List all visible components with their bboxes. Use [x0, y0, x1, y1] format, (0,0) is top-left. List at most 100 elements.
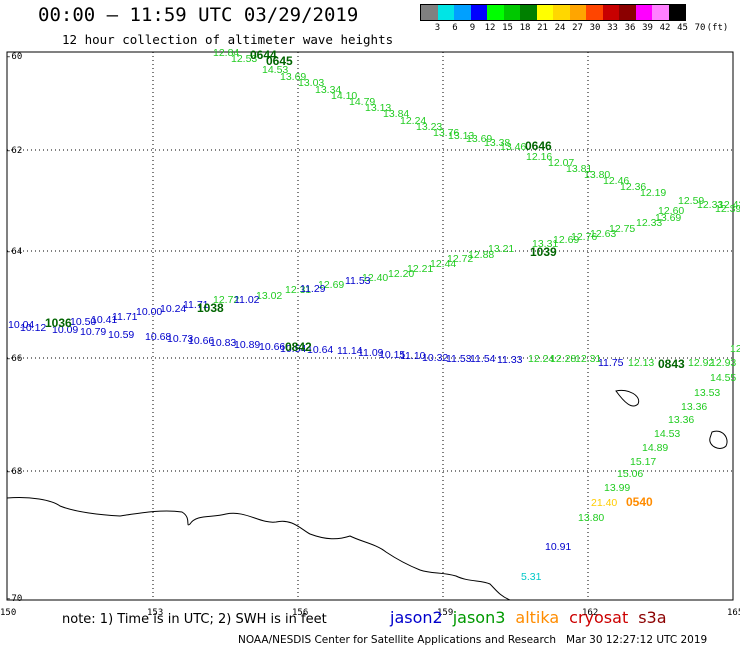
- wave-height-label: 21.40: [591, 497, 617, 509]
- wave-height-label: 13.84: [383, 108, 409, 120]
- wave-height-label: 12.33: [730, 343, 740, 355]
- wave-height-label: 12.07: [548, 157, 574, 169]
- wave-height-label: 11.29: [300, 283, 326, 295]
- wave-height-label: 12.16: [526, 151, 552, 163]
- wave-height-label: 13.80: [584, 169, 610, 181]
- wave-height-label: 13.02: [256, 290, 282, 302]
- lat-tick-label: -64: [6, 247, 22, 257]
- wave-height-label: 11.33: [497, 354, 523, 366]
- wave-height-label: 12.53: [231, 53, 257, 65]
- wave-height-label: 10.41: [91, 314, 117, 326]
- wave-height-label: 12.24: [528, 353, 554, 365]
- wave-height-label: 12.75: [609, 223, 635, 235]
- wave-height-label: 14.89: [642, 442, 668, 454]
- wave-height-label: 13.76: [433, 127, 459, 139]
- wave-height-label: 10.50: [70, 316, 96, 328]
- legend-swatch: [437, 5, 454, 20]
- legend-label: 36: [624, 23, 636, 33]
- lon-tick-label: 159: [437, 608, 453, 618]
- legend-swatch: [602, 5, 619, 20]
- wave-height-label: 12.69: [318, 279, 344, 291]
- legend-label: 3: [434, 23, 441, 33]
- legend-swatch: [470, 5, 487, 20]
- map-frame: [6, 51, 734, 601]
- graticule: [7, 52, 733, 600]
- wave-height-label: 10.73: [167, 333, 193, 345]
- lat-tick-label: -62: [6, 146, 22, 156]
- wave-height-label: 12.84: [213, 47, 239, 59]
- legend-swatch: [553, 5, 570, 20]
- wave-height-label: 12.59: [678, 195, 704, 207]
- lat-tick-label: -66: [6, 354, 22, 364]
- legend-label: 18: [519, 23, 531, 33]
- lon-tick-label: 162: [582, 608, 598, 618]
- wave-height-label: 12.40: [362, 272, 388, 284]
- legend-label: 21: [537, 23, 548, 33]
- lon-tick-label: 165: [727, 608, 740, 618]
- coastline: [6, 389, 728, 601]
- legend-label: 12: [484, 23, 496, 33]
- legend-swatch: [635, 5, 652, 20]
- legend-swatch: [454, 5, 471, 20]
- footnote: note: 1) Time is in UTC; 2) SWH is in fe…: [62, 612, 327, 627]
- wave-height-label: 10.89: [234, 339, 260, 351]
- legend-label: 27: [572, 23, 583, 33]
- wave-height-label: 10.64: [307, 344, 333, 356]
- wave-height-label: 10.12: [20, 322, 46, 334]
- wave-height-label: 14.53: [262, 64, 288, 76]
- wave-height-label: 13.81: [566, 163, 592, 175]
- wave-height-label: 11.71: [112, 311, 138, 323]
- page-title: 00:00 – 11:59 UTC 03/29/2019: [38, 4, 359, 26]
- wave-height-label: 13.34: [315, 84, 341, 96]
- wave-height-label: 12.28: [550, 353, 576, 365]
- legend-swatch: [586, 5, 603, 20]
- wave-height-label: 13.13: [365, 102, 391, 114]
- mission-legend: jason2 jason3 altika cryosat s3a: [390, 608, 677, 627]
- pass-time-label: 1039: [530, 245, 557, 259]
- wave-height-label: 10.66: [188, 335, 214, 347]
- lat-tick-label: -60: [6, 52, 22, 62]
- wave-height-label: 12.69: [553, 234, 579, 246]
- wave-height-label: 12.92: [688, 357, 714, 369]
- legend-swatch: [652, 5, 669, 20]
- wave-height-label: 13.36: [668, 414, 694, 426]
- legend-swatch: [487, 5, 504, 20]
- mission-s3a: s3a: [638, 608, 667, 627]
- wave-height-label: 12.36: [620, 181, 646, 193]
- wave-height-label: 13.99: [604, 482, 630, 494]
- mission-cryosat: cryosat: [569, 608, 629, 627]
- axis-tick-labels: 150 153 156 159 162 165 -60 -62 -64 -66 -68 -70: [0, 52, 740, 618]
- wave-height-label: 11.71: [183, 299, 209, 311]
- wave-height-label: 12.20: [388, 268, 414, 280]
- wave-height-label: 12.31: [285, 284, 311, 296]
- legend-swatches: [420, 4, 686, 21]
- wave-height-label: 13.80: [578, 512, 604, 524]
- legend-label: 30: [589, 23, 601, 33]
- mission-jason2: jason2: [390, 608, 443, 627]
- wave-height-label: 12.76: [571, 231, 597, 243]
- wave-height-label: 13.69: [655, 212, 681, 224]
- pass-time-label: 0843: [658, 357, 685, 371]
- lon-tick-label: 150: [0, 608, 16, 618]
- wave-height-label: 12.72: [213, 294, 239, 306]
- legend-swatch: [619, 5, 636, 20]
- pass-time-label: 0646: [525, 139, 552, 153]
- wave-height-label: 10.04: [8, 319, 34, 331]
- wave-height-label: 12.46: [603, 175, 629, 187]
- wave-height-label: 11.54: [470, 353, 496, 365]
- wave-height-label: 13.69: [466, 133, 492, 145]
- wave-height-label: 12.13: [628, 357, 654, 369]
- wave-height-label: 12.33: [697, 199, 723, 211]
- legend-swatch: [536, 5, 553, 20]
- wave-height-label: 13.69: [280, 71, 306, 83]
- wave-height-label: 13.46: [500, 141, 526, 153]
- lon-tick-label: 156: [292, 608, 308, 618]
- wave-height-label: 13.53: [694, 387, 720, 399]
- wave-height-label: 12.63: [590, 228, 616, 240]
- lat-tick-label: -68: [6, 467, 22, 477]
- pass-time-label: 0645: [266, 54, 293, 68]
- pass-time-label: 0540: [626, 495, 653, 509]
- wave-height-label: 13.13: [448, 130, 474, 142]
